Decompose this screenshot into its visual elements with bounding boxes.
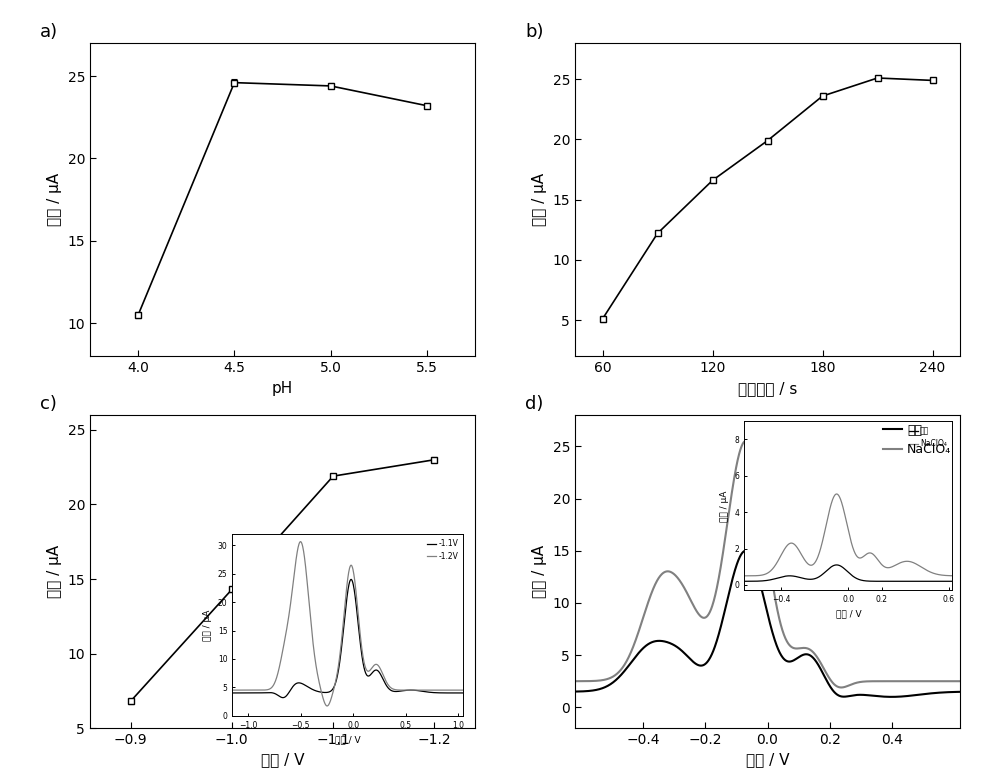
空白 [608, 677, 620, 686]
X-axis label: 沉积时间 / s: 沉积时间 / s [738, 381, 797, 395]
空白 [870, 691, 882, 701]
Text: d): d) [525, 395, 543, 413]
NaClO₄ [877, 677, 889, 686]
Y-axis label: 电流 / μA: 电流 / μA [47, 173, 62, 226]
Text: a): a) [40, 23, 58, 41]
NaClO₄ [725, 496, 737, 505]
X-axis label: pH: pH [272, 381, 293, 395]
空白 [834, 691, 846, 701]
Y-axis label: 电流 / μA: 电流 / μA [532, 173, 547, 226]
NaClO₄ [834, 683, 846, 692]
NaClO₄ [569, 677, 581, 686]
X-axis label: 电位 / V: 电位 / V [261, 752, 304, 767]
空白 [725, 581, 737, 590]
空白 [569, 687, 581, 696]
空白 [739, 547, 751, 556]
X-axis label: 电位 / V: 电位 / V [746, 752, 789, 767]
NaClO₄ [835, 683, 847, 692]
Text: c): c) [40, 395, 57, 413]
空白 [740, 546, 752, 555]
空白 [877, 692, 889, 702]
NaClO₄ [740, 436, 752, 446]
Y-axis label: 电流 / μA: 电流 / μA [47, 545, 62, 598]
NaClO₄ [739, 437, 751, 446]
NaClO₄ [870, 677, 882, 686]
空白 [954, 687, 966, 697]
Line: NaClO₄: NaClO₄ [575, 441, 960, 687]
NaClO₄ [954, 677, 966, 686]
NaClO₄ [608, 671, 620, 680]
空白 [886, 692, 898, 702]
Y-axis label: 电流 / μA: 电流 / μA [532, 545, 547, 598]
Line: 空白: 空白 [575, 550, 960, 697]
Legend: 空白, NaClO₄: 空白, NaClO₄ [881, 421, 954, 459]
Text: b): b) [525, 23, 543, 41]
